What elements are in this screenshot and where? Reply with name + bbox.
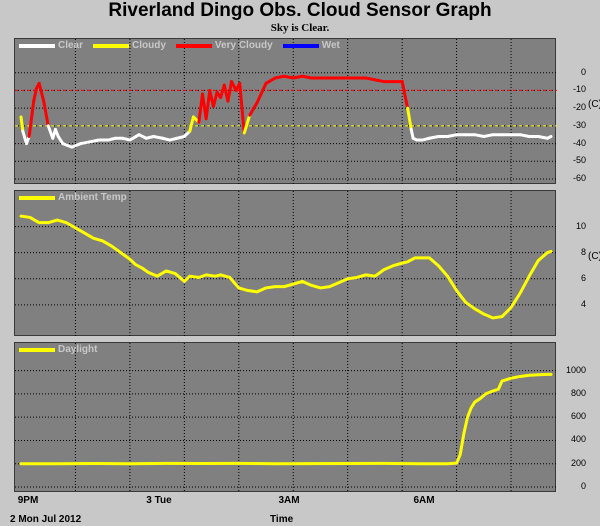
- sky-series-segment-16: [88, 138, 101, 144]
- ambient-y-tick-2: 6: [580, 272, 586, 283]
- sky-series-segment-6: [37, 81, 46, 103]
- sky-series-segment-33: [204, 88, 212, 121]
- sky-y-tick-0: 0: [580, 66, 586, 77]
- daylight-y-axis-labels: 1000 800 600 400 200 0: [556, 342, 592, 492]
- sky-y-tick-4: -40: [572, 137, 586, 148]
- ambient-temperature-panel: Ambient Temp: [14, 190, 557, 337]
- legend-daylight-swatch: [19, 347, 55, 352]
- sky-series-segment-49: [291, 74, 304, 80]
- sky-series-segment-80: [545, 134, 553, 140]
- sky-status-text: Sky is Clear.: [270, 22, 330, 34]
- sky-series-segment-50: [300, 74, 313, 80]
- sky-series-segment-7: [42, 99, 50, 128]
- sky-legend: Clear Cloudy Very Cloudy Wet: [19, 40, 340, 51]
- sky-series-segment-72: [473, 133, 486, 138]
- legend-very-cloudy-label: Very Cloudy: [214, 40, 273, 51]
- sky-series-segment-24: [152, 134, 165, 140]
- x-tick-6am: 6AM: [413, 495, 435, 506]
- daylight-y-tick-0: 1000: [565, 364, 586, 375]
- sky-series-segment-47: [273, 74, 286, 80]
- sky-series-segment-46: [264, 76, 277, 85]
- sky-series-segment-69: [446, 133, 459, 138]
- sky-series-segment-42: [238, 81, 246, 135]
- sky-series-segment-35: [211, 90, 219, 108]
- sky-y-tick-3: -30: [572, 119, 586, 130]
- sky-series-segment-77: [518, 133, 531, 138]
- legend-ambient-temp: Ambient Temp: [19, 192, 127, 203]
- daylight-series-line: [19, 372, 553, 466]
- sky-series-segment-61: [400, 80, 410, 110]
- daylight-y-tick-4: 200: [570, 457, 586, 468]
- ambient-y-axis-labels: 10 8 6 4: [556, 190, 592, 336]
- sky-series-segment-29: [188, 115, 195, 133]
- sky-series-segment-62: [406, 106, 413, 131]
- legend-cloudy: Cloudy: [93, 40, 166, 51]
- sky-series-segment-79: [536, 134, 549, 140]
- sky-y-axis-labels: 0 -10 -20 -30 -40 -50 -60: [556, 38, 592, 184]
- sky-series-segment-43: [242, 113, 252, 135]
- date-label: 2 Mon Jul 2012: [10, 514, 82, 525]
- sky-y-tick-5: -50: [572, 155, 586, 166]
- sky-series-segment-45: [255, 81, 268, 105]
- ambient-y-tick-1: 8: [580, 246, 586, 257]
- ambient-y-tick-0: 10: [575, 220, 586, 231]
- daylight-y-tick-1: 800: [570, 387, 586, 398]
- daylight-plot: [15, 343, 557, 493]
- daylight-y-tick-2: 600: [570, 411, 586, 422]
- sky-series-segment-0: [19, 115, 25, 133]
- sky-series-segment-48: [282, 74, 295, 80]
- legend-very-cloudy: Very Cloudy: [175, 40, 273, 51]
- ambient-unit-label: (C): [588, 251, 600, 262]
- sky-series-segment-21: [128, 133, 141, 142]
- legend-daylight-label: Daylight: [58, 344, 98, 355]
- x-axis-title: Time: [270, 514, 294, 525]
- sky-y-tick-2: -20: [572, 102, 586, 113]
- x-tick-3-tue: 3 Tue: [146, 495, 172, 506]
- legend-ambient-label: Ambient Temp: [58, 192, 127, 203]
- chart-title: Riverland Dingo Obs. Cloud Sensor Graph: [108, 0, 492, 21]
- legend-wet-label: Wet: [321, 40, 340, 51]
- sky-y-tick-1: -10: [572, 84, 586, 95]
- legend-very-cloudy-swatch: [175, 43, 212, 48]
- ambient-y-tick-3: 4: [580, 298, 586, 309]
- legend-daylight: Daylight: [19, 344, 97, 355]
- sky-series-segment-14: [70, 142, 83, 149]
- daylight-y-tick-3: 400: [570, 434, 586, 445]
- sky-series-segment-3: [27, 99, 36, 138]
- sky-series-segment-39: [226, 80, 234, 103]
- sky-unit-label: (C): [588, 99, 600, 110]
- time-axis: 9PM 3 Tue 3AM 6AM 2 Mon Jul 2012 Time: [0, 494, 600, 526]
- sky-series-segment-44: [248, 101, 259, 117]
- legend-cloudy-swatch: [93, 43, 130, 48]
- sky-series-segment-15: [79, 140, 92, 146]
- ambient-legend: Ambient Temp: [19, 192, 127, 203]
- legend-wet-swatch: [282, 43, 319, 48]
- sky-series-segment-4: [32, 87, 38, 103]
- daylight-y-tick-5: 0: [580, 481, 586, 491]
- legend-clear-label: Clear: [58, 40, 84, 51]
- ambient-series-line: [19, 214, 553, 320]
- legend-clear: Clear: [19, 40, 83, 51]
- sky-series-segment-58: [373, 78, 386, 84]
- ambient-temperature-plot: [15, 191, 557, 337]
- sky-temperature-plot: [15, 39, 557, 185]
- sky-temperature-panel: Clear Cloudy Very Cloudy Wet: [14, 38, 557, 185]
- sky-series-segment-63: [409, 127, 415, 140]
- legend-wet: Wet: [282, 40, 340, 51]
- x-tick-9pm: 9PM: [17, 495, 39, 506]
- daylight-panel: Daylight: [14, 342, 557, 493]
- legend-ambient-swatch: [19, 195, 55, 200]
- sky-series-segment-73: [482, 133, 495, 138]
- daylight-legend: Daylight: [19, 344, 97, 355]
- sky-series-segment-57: [364, 76, 377, 82]
- legend-clear-swatch: [19, 43, 55, 48]
- sky-series-segment-67: [427, 134, 440, 140]
- x-tick-3am: 3AM: [278, 495, 300, 506]
- sky-y-tick-6: -60: [572, 173, 586, 183]
- legend-cloudy-label: Cloudy: [132, 40, 166, 51]
